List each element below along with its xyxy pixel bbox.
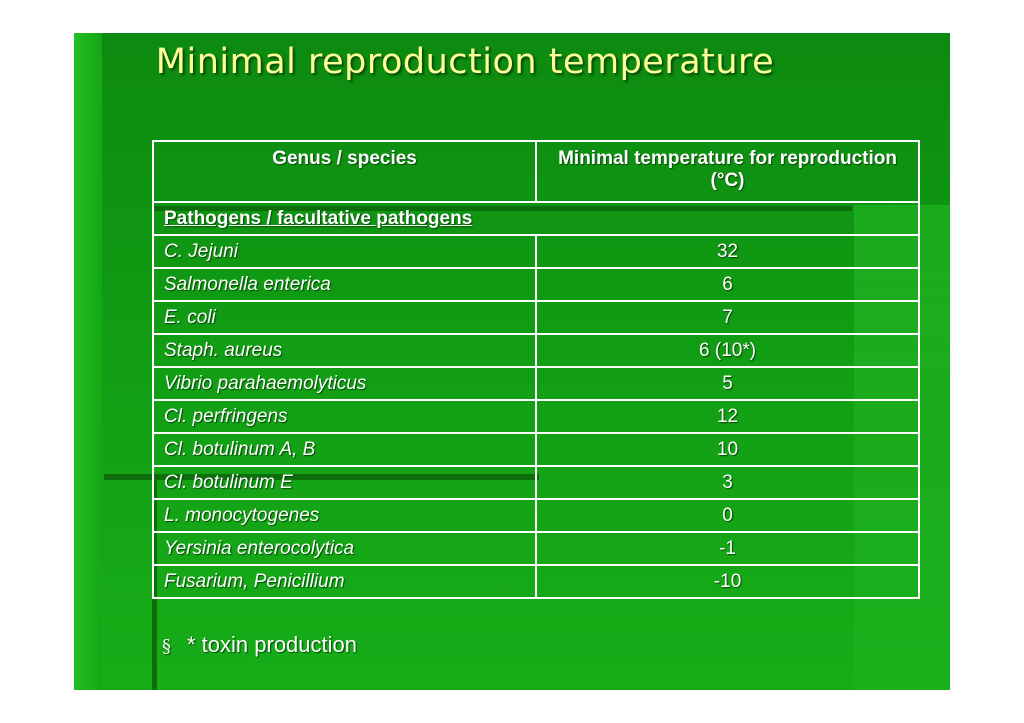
table-row: Vibrio parahaemolyticus 5: [151, 366, 920, 401]
decor-left-band: [74, 33, 102, 690]
temperature-cell: 5: [535, 366, 920, 401]
species-cell: Vibrio parahaemolyticus: [151, 366, 538, 401]
temperature-cell: 12: [535, 399, 920, 434]
header-species: Genus / species: [151, 140, 538, 203]
table-row: Yersinia enterocolytica -1: [151, 531, 920, 566]
species-cell: Salmonella enterica: [151, 267, 538, 302]
temperature-cell: -1: [535, 531, 920, 566]
temperature-cell: 6: [535, 267, 920, 302]
table-row: Fusarium, Penicillium -10: [151, 564, 920, 599]
footnote: § * toxin production: [162, 632, 357, 658]
temperature-cell: 3: [535, 465, 920, 500]
table-header-row: Genus / species Minimal temperature for …: [151, 140, 920, 203]
species-cell: Staph. aureus: [151, 333, 538, 368]
species-cell: L. monocytogenes: [151, 498, 538, 533]
species-cell: Cl. botulinum A, B: [151, 432, 538, 467]
temperature-cell: 0: [535, 498, 920, 533]
temperature-table: Genus / species Minimal temperature for …: [151, 140, 920, 599]
slide-title: Minimal reproduction temperature: [155, 42, 775, 82]
temperature-cell: 7: [535, 300, 920, 335]
bullet-icon: §: [162, 636, 171, 657]
footnote-text: * toxin production: [187, 632, 357, 657]
species-cell: Cl. botulinum E: [151, 465, 538, 500]
header-temperature: Minimal temperature for reproduction (°C…: [535, 140, 920, 203]
species-cell: Yersinia enterocolytica: [151, 531, 538, 566]
temperature-cell: 6 (10*): [535, 333, 920, 368]
species-cell: C. Jejuni: [151, 234, 538, 269]
section-row: Pathogens / facultative pathogens: [152, 201, 920, 236]
table-row: C. Jejuni 32: [151, 234, 920, 269]
species-cell: Cl. perfringens: [151, 399, 538, 434]
section-label: Pathogens / facultative pathogens: [152, 201, 920, 236]
temperature-cell: 32: [535, 234, 920, 269]
species-cell: E. coli: [151, 300, 538, 335]
table-row: Staph. aureus 6 (10*): [151, 333, 920, 368]
table-row: E. coli 7: [151, 300, 920, 335]
table-row: Cl. botulinum A, B 10: [151, 432, 920, 467]
species-cell: Fusarium, Penicillium: [151, 564, 538, 599]
temperature-cell: 10: [535, 432, 920, 467]
table-row: L. monocytogenes 0: [151, 498, 920, 533]
table-row: Salmonella enterica 6: [151, 267, 920, 302]
table-row: Cl. perfringens 12: [151, 399, 920, 434]
temperature-cell: -10: [535, 564, 920, 599]
